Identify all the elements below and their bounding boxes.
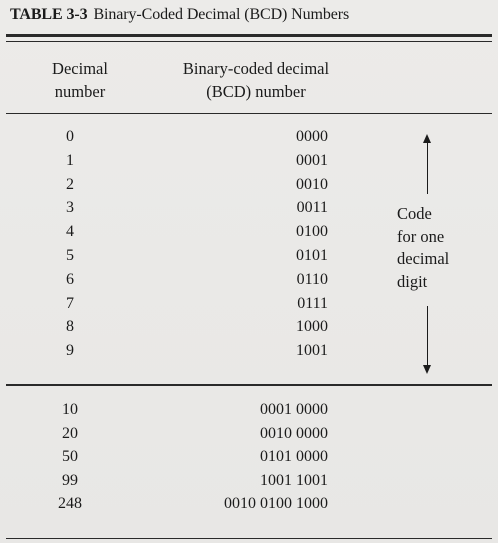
table-row-bcd-cell: 0010 0000 xyxy=(260,424,328,442)
table-row-decimal-cell: 50 xyxy=(62,448,78,466)
arrow-down-shaft xyxy=(427,306,428,366)
table-row-bcd-cell: 0000 xyxy=(296,128,328,145)
table-row-bcd-cell: 1001 1001 xyxy=(260,471,328,489)
table-row-bcd-cell: 0101 xyxy=(296,247,328,264)
table-row-bcd-cell: 1000 xyxy=(296,318,328,336)
table-row-bcd-cell: 0001 0000 xyxy=(260,401,328,418)
table-row-decimal-cell: 20 xyxy=(62,424,78,442)
annotation-line: Code xyxy=(397,204,432,223)
annotation-line: decimal xyxy=(397,249,450,268)
decimal-header-line: Decimal xyxy=(52,59,108,78)
annotation-line: for one xyxy=(397,226,445,246)
decimal-column-header: Decimal number xyxy=(30,57,130,103)
table-row-bcd-cell: 0010 xyxy=(296,175,328,193)
table-row-decimal-cell: 10 xyxy=(62,401,78,418)
table-row-decimal-cell: 9 xyxy=(66,342,74,360)
table-row-decimal-cell: 5 xyxy=(66,247,74,264)
table-title: TABLE 3-3 Binary-Coded Decimal (BCD) Numb… xyxy=(10,6,349,24)
annotation-line: digit xyxy=(397,271,428,291)
top-rule-thin xyxy=(6,41,492,42)
table-row-decimal-cell: 7 xyxy=(66,294,74,312)
table-row-bcd-cell: 0110 xyxy=(296,270,328,288)
table-row-decimal-cell: 248 xyxy=(58,495,82,513)
top-rule-thick xyxy=(6,34,492,37)
table-number: TABLE 3-3 xyxy=(10,6,88,23)
bcd-column-header: Binary-coded decimal (BCD) number xyxy=(152,57,360,103)
table-row-decimal-cell: 6 xyxy=(66,270,74,288)
arrow-up-shaft xyxy=(427,142,428,194)
bcd-header-line: Binary-coded decimal xyxy=(182,59,330,78)
code-annotation: Code for one decimal digit xyxy=(397,203,449,293)
table-caption: Binary-Coded Decimal (BCD) Numbers xyxy=(93,6,350,23)
decimal-header-line: number xyxy=(54,82,106,101)
table-row-bcd-cell: 0001 xyxy=(296,151,328,169)
table-row-decimal-cell: 99 xyxy=(62,471,78,489)
table-row-bcd-cell: 0100 xyxy=(296,223,328,241)
arrow-down-icon xyxy=(423,365,431,374)
bcd-header-line: (BCD) number xyxy=(206,82,306,101)
table-row-decimal-cell: 8 xyxy=(66,318,74,336)
table-row-bcd-cell: 1001 xyxy=(296,342,328,360)
header-rule xyxy=(6,113,492,114)
bottom-rule xyxy=(6,538,492,539)
table-row-bcd-cell: 0011 xyxy=(296,199,328,217)
table-row-decimal-cell: 1 xyxy=(66,151,74,169)
group-separator-rule xyxy=(6,384,492,386)
table-row-decimal-cell: 4 xyxy=(66,223,74,241)
table-row-bcd-cell: 0010 0100 1000 xyxy=(224,495,328,513)
table-row-decimal-cell: 3 xyxy=(66,199,74,217)
table-row-decimal-cell: 2 xyxy=(66,175,74,193)
arrow-up-icon xyxy=(423,134,431,143)
table-row-bcd-cell: 0111 xyxy=(297,294,328,312)
table-row-bcd-cell: 0101 0000 xyxy=(260,448,328,466)
table-row-decimal-cell: 0 xyxy=(66,128,74,145)
